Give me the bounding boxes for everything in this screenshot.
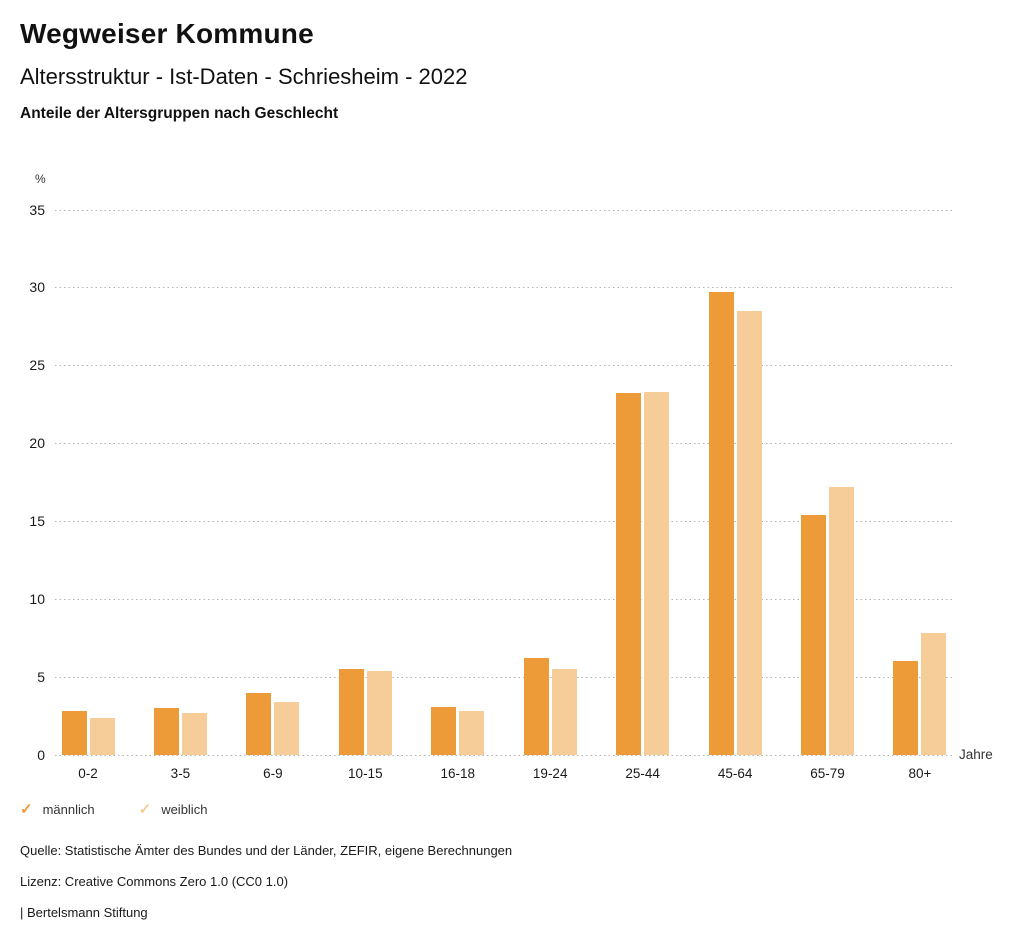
legend-label: weiblich (161, 802, 208, 817)
gridline-30 (55, 287, 955, 289)
check-icon: ✓ (138, 801, 152, 818)
bar-weiblich-16-18 (459, 711, 485, 755)
bar-weiblich-19-24 (551, 669, 577, 755)
y-tick-5: 5 (37, 669, 45, 686)
x-tick-3-5: 3-5 (170, 766, 191, 781)
source-note: Quelle: Statistische Ämter des Bundes un… (20, 843, 513, 858)
x-tick-80+: 80+ (908, 766, 932, 781)
y-tick-20: 20 (29, 435, 45, 452)
gridline-15 (55, 521, 955, 523)
bar-weiblich-45-64 (736, 310, 762, 755)
legend-label: männlich (42, 802, 95, 817)
check-icon: ✓ (20, 801, 33, 818)
bar-weiblich-0-2 (89, 717, 115, 755)
bar-weiblich-3-5 (181, 712, 207, 755)
page-title: Wegweiser Kommune (20, 18, 314, 49)
page-subtitle: Altersstruktur - Ist-Daten - Schriesheim… (20, 64, 468, 89)
y-tick-35: 35 (29, 201, 45, 218)
gridline-5 (55, 677, 955, 679)
x-tick-25-44: 25-44 (625, 766, 660, 781)
bar-weiblich-80+ (921, 633, 947, 755)
bar-weiblich-65-79 (829, 486, 855, 755)
gridline-35 (55, 209, 955, 211)
gridline-10 (55, 599, 955, 601)
bar-männlich-10-15 (338, 669, 364, 755)
y-tick-25: 25 (29, 357, 45, 374)
bar-weiblich-10-15 (366, 670, 392, 755)
y-tick-30: 30 (29, 279, 45, 296)
chart-legend: ✓ männlich ✓ weiblich (20, 802, 207, 817)
x-axis-label: Jahre (959, 747, 993, 762)
x-tick-65-79: 65-79 (810, 766, 845, 781)
y-tick-10: 10 (29, 591, 45, 608)
x-tick-6-9: 6-9 (263, 766, 283, 781)
bar-weiblich-25-44 (644, 391, 670, 755)
chart-description: Anteile der Altersgruppen nach Geschlech… (20, 105, 339, 122)
gridline-20 (55, 443, 955, 445)
legend-item-weiblich[interactable]: ✓ weiblich (139, 802, 208, 817)
x-tick-45-64: 45-64 (717, 766, 753, 781)
bar-chart: % Jahre 0 5 10 15 20 25 30 35 0-2 3-5 6-9 10-15 16-1… (0, 170, 1024, 804)
legend-item-männlich[interactable]: ✓ männlich (20, 802, 95, 817)
attribution-note: | Bertelsmann Stiftung (20, 905, 148, 920)
bar-männlich-6-9 (246, 692, 272, 755)
bar-männlich-16-18 (431, 706, 457, 755)
bar-männlich-25-44 (616, 393, 642, 755)
bar-männlich-19-24 (523, 658, 549, 755)
gridline-0 (55, 755, 955, 756)
bar-männlich-3-5 (153, 708, 179, 755)
x-tick-19-24: 19-24 (532, 766, 568, 781)
y-axis-unit-label: % (35, 172, 46, 186)
bar-männlich-80+ (893, 661, 919, 755)
gridline-25 (55, 365, 955, 367)
y-tick-0: 0 (37, 747, 45, 763)
x-tick-16-18: 16-18 (440, 766, 476, 781)
bar-männlich-45-64 (708, 292, 734, 755)
bar-männlich-0-2 (61, 711, 87, 755)
chart-footer: Quelle: Statistische Ämter des Bundes un… (20, 844, 512, 937)
bar-männlich-65-79 (801, 514, 827, 755)
x-tick-0-2: 0-2 (78, 766, 98, 781)
bar-weiblich-6-9 (274, 702, 300, 755)
x-tick-10-15: 10-15 (348, 766, 383, 781)
license-note: Lizenz: Creative Commons Zero 1.0 (CC0 1… (20, 874, 289, 889)
y-tick-15: 15 (29, 513, 45, 530)
